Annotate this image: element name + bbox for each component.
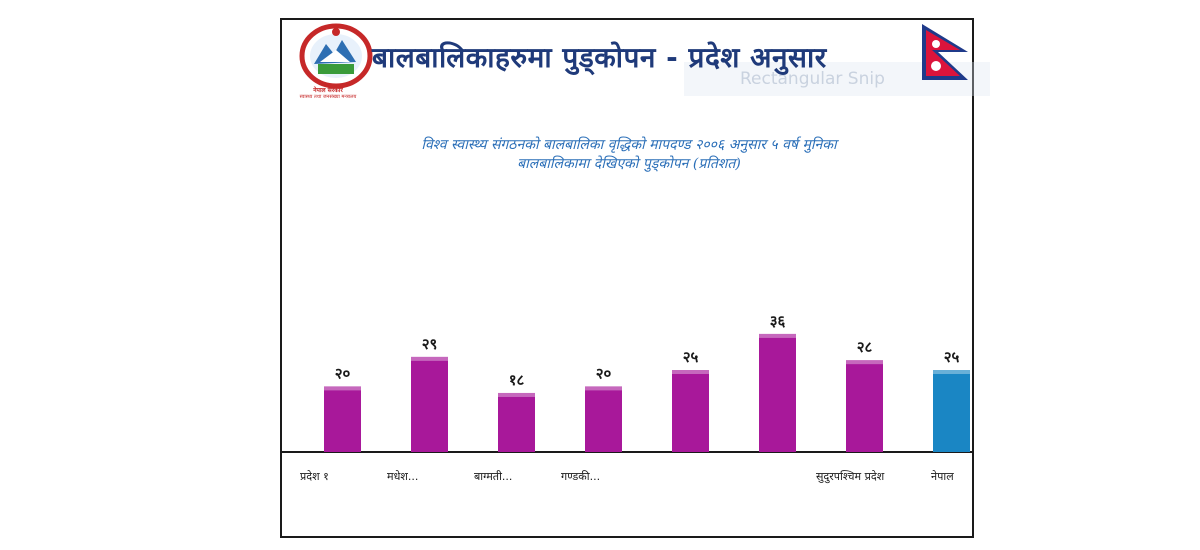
chart-bar-highlight (933, 370, 970, 374)
data-label: २८ (857, 338, 873, 356)
chart-bar-highlight (411, 356, 448, 361)
slide: नेपाल सरकार स्वास्थ्य तथा जनसंख्या मन्त्… (280, 18, 990, 538)
chart-bar (759, 333, 796, 452)
chart-bar-highlight (846, 360, 883, 365)
chart-bar-highlight (585, 386, 622, 391)
chart-bar (846, 360, 883, 452)
chart-bar (672, 370, 709, 452)
data-label: २५ (683, 348, 699, 366)
chart-subtitle-line-1: विश्व स्वास्थ्य संगठनको बालबालिका वृद्धि… (421, 137, 837, 153)
category-label: सुदुरपश्चिम प्रदेश (816, 470, 885, 484)
data-label: २५ (944, 348, 960, 366)
data-label: २९ (422, 335, 438, 353)
data-label: १८ (509, 371, 525, 389)
category-label: बाग्मती... (474, 470, 512, 483)
data-label: ३६ (770, 312, 786, 330)
nepal-emblem-icon (299, 23, 373, 89)
category-label: मधेश... (387, 470, 418, 483)
chart-subtitle: विश्व स्वास्थ्य संगठनको बालबालिका वृद्धि… (322, 136, 936, 174)
chart-bar (585, 386, 622, 452)
data-label: २० (335, 364, 351, 382)
page-title: बालबालिकाहरुमा पुड्कोपन - प्रदेश अनुसार (372, 41, 827, 74)
bar-chart: २० प्रदेश १ २९ मधेश... १८ बाग्मती... २० गण्डकी.… (282, 312, 972, 484)
chart-bar-highlight (672, 370, 709, 374)
chart-subtitle-line-2: बालबालिकामा देखिएको पुड्कोपन (प्रतिशत) (517, 156, 741, 172)
category-label: गण्डकी... (561, 470, 600, 483)
chart-bar (933, 370, 970, 452)
chart-bar (324, 386, 361, 452)
chart-bar (411, 356, 448, 452)
emblem-subcaption: स्वास्थ्य तथा जनसंख्या मन्त्रालय (299, 94, 357, 100)
chart-bar (498, 392, 535, 452)
data-label: २० (596, 364, 612, 382)
emblem-caption: नेपाल सरकार (313, 87, 343, 94)
nepal-flag-icon (922, 24, 968, 80)
category-label: नेपाल (931, 470, 954, 483)
chart-bar-highlight (324, 386, 361, 391)
chart-bar-highlight (498, 392, 535, 397)
category-label: प्रदेश १ (300, 470, 329, 483)
chart-bar-highlight (759, 333, 796, 338)
